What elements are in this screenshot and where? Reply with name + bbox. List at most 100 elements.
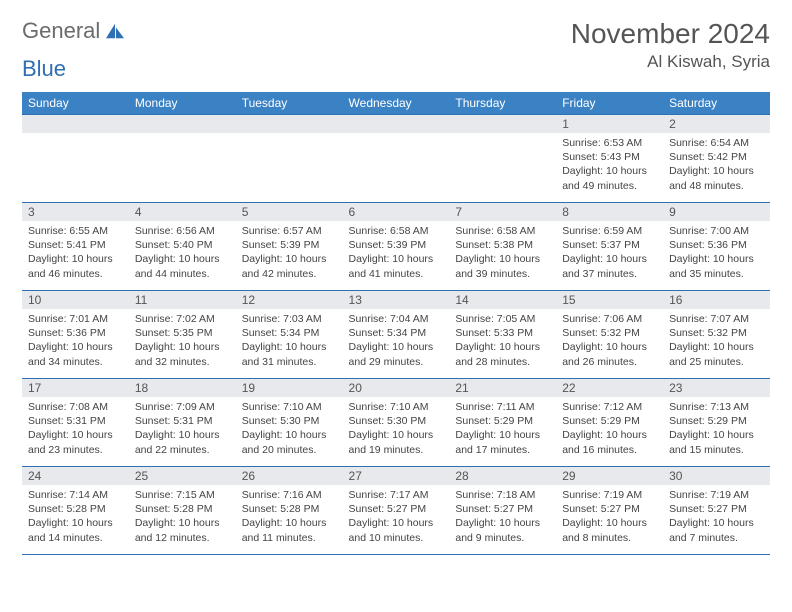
calendar-cell: 22Sunrise: 7:12 AMSunset: 5:29 PMDayligh… — [556, 379, 663, 467]
calendar-cell: 25Sunrise: 7:15 AMSunset: 5:28 PMDayligh… — [129, 467, 236, 555]
weekday-header: Monday — [129, 92, 236, 115]
day-number-empty — [236, 115, 343, 133]
calendar-cell: 14Sunrise: 7:05 AMSunset: 5:33 PMDayligh… — [449, 291, 556, 379]
day-content: Sunrise: 7:09 AMSunset: 5:31 PMDaylight:… — [129, 397, 236, 461]
day-number: 28 — [449, 467, 556, 485]
calendar-table: Sunday Monday Tuesday Wednesday Thursday… — [22, 92, 770, 555]
day-content: Sunrise: 7:19 AMSunset: 5:27 PMDaylight:… — [663, 485, 770, 549]
calendar-cell: 4Sunrise: 6:56 AMSunset: 5:40 PMDaylight… — [129, 203, 236, 291]
calendar-cell: 8Sunrise: 6:59 AMSunset: 5:37 PMDaylight… — [556, 203, 663, 291]
calendar-cell: 2Sunrise: 6:54 AMSunset: 5:42 PMDaylight… — [663, 115, 770, 203]
day-content: Sunrise: 6:58 AMSunset: 5:38 PMDaylight:… — [449, 221, 556, 285]
day-content: Sunrise: 7:11 AMSunset: 5:29 PMDaylight:… — [449, 397, 556, 461]
day-number: 12 — [236, 291, 343, 309]
calendar-body: 1Sunrise: 6:53 AMSunset: 5:43 PMDaylight… — [22, 115, 770, 555]
calendar-cell: 1Sunrise: 6:53 AMSunset: 5:43 PMDaylight… — [556, 115, 663, 203]
day-number: 30 — [663, 467, 770, 485]
day-number: 10 — [22, 291, 129, 309]
day-number: 9 — [663, 203, 770, 221]
month-title: November 2024 — [571, 18, 770, 50]
calendar-cell: 3Sunrise: 6:55 AMSunset: 5:41 PMDaylight… — [22, 203, 129, 291]
day-number: 26 — [236, 467, 343, 485]
day-content: Sunrise: 7:06 AMSunset: 5:32 PMDaylight:… — [556, 309, 663, 373]
day-content: Sunrise: 6:54 AMSunset: 5:42 PMDaylight:… — [663, 133, 770, 197]
calendar-head: Sunday Monday Tuesday Wednesday Thursday… — [22, 92, 770, 115]
day-content: Sunrise: 7:18 AMSunset: 5:27 PMDaylight:… — [449, 485, 556, 549]
calendar-cell — [236, 115, 343, 203]
calendar-cell: 17Sunrise: 7:08 AMSunset: 5:31 PMDayligh… — [22, 379, 129, 467]
day-number: 16 — [663, 291, 770, 309]
day-content: Sunrise: 7:13 AMSunset: 5:29 PMDaylight:… — [663, 397, 770, 461]
day-content: Sunrise: 6:55 AMSunset: 5:41 PMDaylight:… — [22, 221, 129, 285]
calendar-page: General November 2024 Al Kiswah, Syria B… — [0, 0, 792, 565]
calendar-cell: 19Sunrise: 7:10 AMSunset: 5:30 PMDayligh… — [236, 379, 343, 467]
day-content: Sunrise: 7:19 AMSunset: 5:27 PMDaylight:… — [556, 485, 663, 549]
day-number-empty — [22, 115, 129, 133]
day-content: Sunrise: 7:12 AMSunset: 5:29 PMDaylight:… — [556, 397, 663, 461]
day-content: Sunrise: 7:17 AMSunset: 5:27 PMDaylight:… — [343, 485, 450, 549]
calendar-cell — [22, 115, 129, 203]
calendar-cell: 15Sunrise: 7:06 AMSunset: 5:32 PMDayligh… — [556, 291, 663, 379]
day-number: 6 — [343, 203, 450, 221]
logo: General — [22, 18, 128, 44]
calendar-row: 3Sunrise: 6:55 AMSunset: 5:41 PMDaylight… — [22, 203, 770, 291]
calendar-cell: 16Sunrise: 7:07 AMSunset: 5:32 PMDayligh… — [663, 291, 770, 379]
calendar-cell: 5Sunrise: 6:57 AMSunset: 5:39 PMDaylight… — [236, 203, 343, 291]
day-content: Sunrise: 7:03 AMSunset: 5:34 PMDaylight:… — [236, 309, 343, 373]
calendar-cell: 23Sunrise: 7:13 AMSunset: 5:29 PMDayligh… — [663, 379, 770, 467]
day-content: Sunrise: 6:56 AMSunset: 5:40 PMDaylight:… — [129, 221, 236, 285]
day-content: Sunrise: 6:58 AMSunset: 5:39 PMDaylight:… — [343, 221, 450, 285]
calendar-row: 10Sunrise: 7:01 AMSunset: 5:36 PMDayligh… — [22, 291, 770, 379]
day-content: Sunrise: 6:59 AMSunset: 5:37 PMDaylight:… — [556, 221, 663, 285]
day-number: 7 — [449, 203, 556, 221]
weekday-header: Tuesday — [236, 92, 343, 115]
calendar-cell: 18Sunrise: 7:09 AMSunset: 5:31 PMDayligh… — [129, 379, 236, 467]
calendar-cell: 30Sunrise: 7:19 AMSunset: 5:27 PMDayligh… — [663, 467, 770, 555]
day-number-empty — [129, 115, 236, 133]
day-number: 24 — [22, 467, 129, 485]
day-number: 2 — [663, 115, 770, 133]
calendar-cell: 27Sunrise: 7:17 AMSunset: 5:27 PMDayligh… — [343, 467, 450, 555]
calendar-row: 17Sunrise: 7:08 AMSunset: 5:31 PMDayligh… — [22, 379, 770, 467]
day-number: 18 — [129, 379, 236, 397]
calendar-cell — [343, 115, 450, 203]
day-content: Sunrise: 7:01 AMSunset: 5:36 PMDaylight:… — [22, 309, 129, 373]
day-number: 23 — [663, 379, 770, 397]
day-number: 29 — [556, 467, 663, 485]
day-content: Sunrise: 7:02 AMSunset: 5:35 PMDaylight:… — [129, 309, 236, 373]
day-number: 8 — [556, 203, 663, 221]
day-number: 19 — [236, 379, 343, 397]
calendar-cell: 10Sunrise: 7:01 AMSunset: 5:36 PMDayligh… — [22, 291, 129, 379]
day-number-empty — [343, 115, 450, 133]
day-number: 5 — [236, 203, 343, 221]
day-content: Sunrise: 7:10 AMSunset: 5:30 PMDaylight:… — [236, 397, 343, 461]
day-number: 3 — [22, 203, 129, 221]
day-content: Sunrise: 7:05 AMSunset: 5:33 PMDaylight:… — [449, 309, 556, 373]
calendar-cell: 11Sunrise: 7:02 AMSunset: 5:35 PMDayligh… — [129, 291, 236, 379]
calendar-cell: 29Sunrise: 7:19 AMSunset: 5:27 PMDayligh… — [556, 467, 663, 555]
calendar-cell: 21Sunrise: 7:11 AMSunset: 5:29 PMDayligh… — [449, 379, 556, 467]
calendar-cell: 12Sunrise: 7:03 AMSunset: 5:34 PMDayligh… — [236, 291, 343, 379]
day-number: 25 — [129, 467, 236, 485]
calendar-row: 24Sunrise: 7:14 AMSunset: 5:28 PMDayligh… — [22, 467, 770, 555]
day-number: 13 — [343, 291, 450, 309]
calendar-cell: 28Sunrise: 7:18 AMSunset: 5:27 PMDayligh… — [449, 467, 556, 555]
day-number: 27 — [343, 467, 450, 485]
day-number-empty — [449, 115, 556, 133]
weekday-header: Sunday — [22, 92, 129, 115]
day-number: 1 — [556, 115, 663, 133]
day-content: Sunrise: 7:14 AMSunset: 5:28 PMDaylight:… — [22, 485, 129, 549]
day-content: Sunrise: 7:00 AMSunset: 5:36 PMDaylight:… — [663, 221, 770, 285]
day-number: 22 — [556, 379, 663, 397]
day-content: Sunrise: 6:53 AMSunset: 5:43 PMDaylight:… — [556, 133, 663, 197]
weekday-header: Friday — [556, 92, 663, 115]
day-content: Sunrise: 7:08 AMSunset: 5:31 PMDaylight:… — [22, 397, 129, 461]
calendar-cell: 6Sunrise: 6:58 AMSunset: 5:39 PMDaylight… — [343, 203, 450, 291]
day-number: 15 — [556, 291, 663, 309]
calendar-cell — [449, 115, 556, 203]
calendar-cell: 20Sunrise: 7:10 AMSunset: 5:30 PMDayligh… — [343, 379, 450, 467]
day-number: 14 — [449, 291, 556, 309]
calendar-cell: 9Sunrise: 7:00 AMSunset: 5:36 PMDaylight… — [663, 203, 770, 291]
calendar-cell: 24Sunrise: 7:14 AMSunset: 5:28 PMDayligh… — [22, 467, 129, 555]
weekday-header: Saturday — [663, 92, 770, 115]
